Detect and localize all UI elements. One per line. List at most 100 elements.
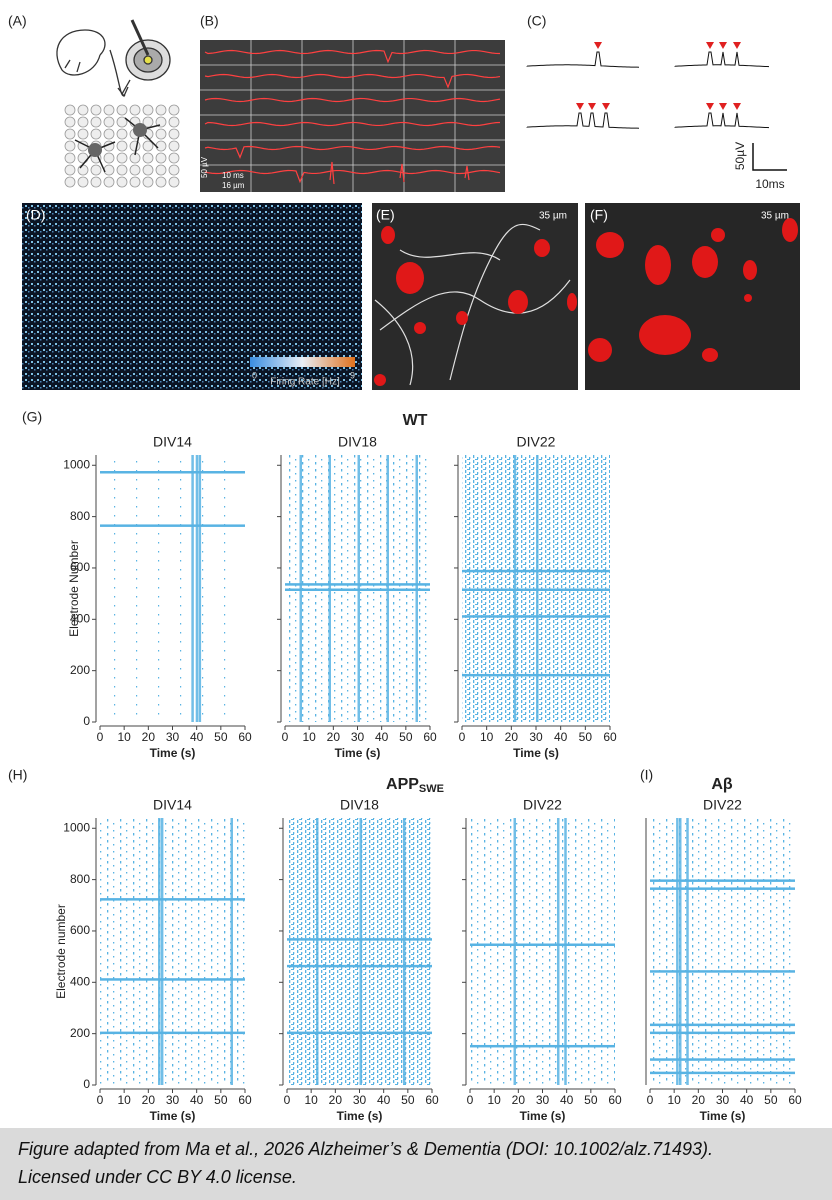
y-tick-label: 600 bbox=[70, 923, 90, 937]
electrode bbox=[64, 152, 76, 164]
electrode bbox=[129, 176, 141, 188]
electrode bbox=[103, 152, 115, 164]
scale-label: 35 µm bbox=[539, 211, 567, 222]
y-axis-label: Electrode Number bbox=[67, 540, 81, 637]
panel-label: (G) bbox=[22, 409, 42, 425]
spike-marker bbox=[588, 103, 596, 110]
electrode bbox=[103, 164, 115, 176]
panel-label: (A) bbox=[8, 13, 27, 29]
spike-marker bbox=[733, 103, 741, 110]
x-tick-label: 60 bbox=[425, 1093, 439, 1107]
colorbar-tick: 0 bbox=[252, 370, 257, 380]
trace bbox=[204, 97, 501, 103]
x-tick-label: 50 bbox=[399, 730, 413, 744]
electrode bbox=[168, 128, 180, 140]
group-title: APPSWE bbox=[386, 776, 444, 795]
electrode bbox=[168, 164, 180, 176]
raster-burst bbox=[415, 455, 418, 722]
raster-texture bbox=[470, 818, 615, 1085]
colorbar-label: Firing Rate [Hz] bbox=[270, 377, 340, 388]
raster-burst bbox=[158, 818, 161, 1085]
raster-band bbox=[650, 879, 795, 882]
electrode bbox=[90, 128, 102, 140]
electrode-grid bbox=[64, 104, 180, 188]
electrode bbox=[90, 104, 102, 116]
raster-burst bbox=[299, 455, 302, 722]
electrode bbox=[116, 152, 128, 164]
spike-marker bbox=[719, 42, 727, 49]
electrode bbox=[155, 116, 167, 128]
electrode bbox=[168, 104, 180, 116]
caption: Figure adapted from Ma et al., 2026 Alzh… bbox=[18, 1139, 713, 1159]
x-tick-label: 20 bbox=[505, 730, 519, 744]
y-tick-label: 0 bbox=[83, 714, 90, 728]
x-tick-label: 20 bbox=[142, 1093, 156, 1107]
electrode bbox=[64, 104, 76, 116]
raster-band bbox=[650, 1058, 795, 1061]
cells bbox=[588, 218, 798, 362]
spike-trace bbox=[526, 51, 640, 68]
x-tick-label: 50 bbox=[214, 730, 228, 744]
electrode bbox=[64, 116, 76, 128]
raster-band bbox=[470, 943, 615, 946]
x-tick-label: 60 bbox=[603, 730, 617, 744]
x-tick-label: 50 bbox=[401, 1093, 415, 1107]
raster-burst bbox=[679, 818, 682, 1085]
x-axis-label: Time (s) bbox=[513, 746, 559, 760]
x-tick-label: 0 bbox=[459, 730, 466, 744]
electrode bbox=[129, 140, 141, 152]
spike-marker bbox=[602, 103, 610, 110]
neuron bbox=[74, 117, 161, 173]
spike-trace bbox=[526, 112, 640, 129]
x-tick-label: 20 bbox=[692, 1093, 706, 1107]
x-tick-label: 40 bbox=[740, 1093, 754, 1107]
x-tick-label: 50 bbox=[584, 1093, 598, 1107]
x-tick-label: 50 bbox=[214, 1093, 228, 1107]
soma bbox=[133, 123, 147, 137]
raster-band bbox=[650, 970, 795, 973]
raster-texture bbox=[100, 455, 245, 722]
spike-trace bbox=[674, 112, 770, 129]
x-tick-label: 0 bbox=[647, 1093, 654, 1107]
spike-traces bbox=[526, 42, 770, 129]
raster-burst bbox=[160, 818, 164, 1085]
electrode bbox=[142, 164, 154, 176]
panel-label: (E) bbox=[376, 207, 395, 223]
electrode bbox=[168, 140, 180, 152]
plot-title: DIV14 bbox=[153, 434, 192, 450]
plot-title: DIV18 bbox=[338, 434, 377, 450]
plot-title: DIV18 bbox=[340, 797, 379, 813]
x-tick-label: 40 bbox=[377, 1093, 391, 1107]
panel-label: (I) bbox=[640, 767, 653, 783]
electrode bbox=[129, 104, 141, 116]
electrode bbox=[116, 128, 128, 140]
x-tick-label: 10 bbox=[667, 1093, 681, 1107]
spike-marker bbox=[594, 42, 602, 49]
raster-band bbox=[100, 524, 245, 527]
x-tick-label: 50 bbox=[579, 730, 593, 744]
spike-marker bbox=[576, 103, 584, 110]
electrode bbox=[168, 152, 180, 164]
caption: Licensed under CC BY 4.0 license. bbox=[18, 1167, 297, 1187]
electrode bbox=[155, 140, 167, 152]
electrode bbox=[64, 176, 76, 188]
x-tick-label: 60 bbox=[238, 1093, 252, 1107]
electrode bbox=[77, 104, 89, 116]
raster-burst bbox=[536, 455, 539, 722]
x-axis-label: Time (s) bbox=[700, 1109, 746, 1123]
x-tick-label: 40 bbox=[190, 1093, 204, 1107]
x-tick-label: 10 bbox=[304, 1093, 318, 1107]
raster-burst bbox=[198, 455, 202, 722]
spike-marker bbox=[733, 42, 741, 49]
raster-burst bbox=[191, 455, 194, 722]
trace bbox=[204, 145, 501, 159]
group-title: WT bbox=[403, 412, 428, 429]
raster-burst bbox=[328, 455, 331, 722]
x-tick-label: 40 bbox=[375, 730, 389, 744]
electrode bbox=[77, 164, 89, 176]
plot-title: DIV22 bbox=[517, 434, 556, 450]
electrode bbox=[142, 176, 154, 188]
raster-texture bbox=[100, 818, 245, 1085]
y-tick-label: 800 bbox=[70, 509, 90, 523]
